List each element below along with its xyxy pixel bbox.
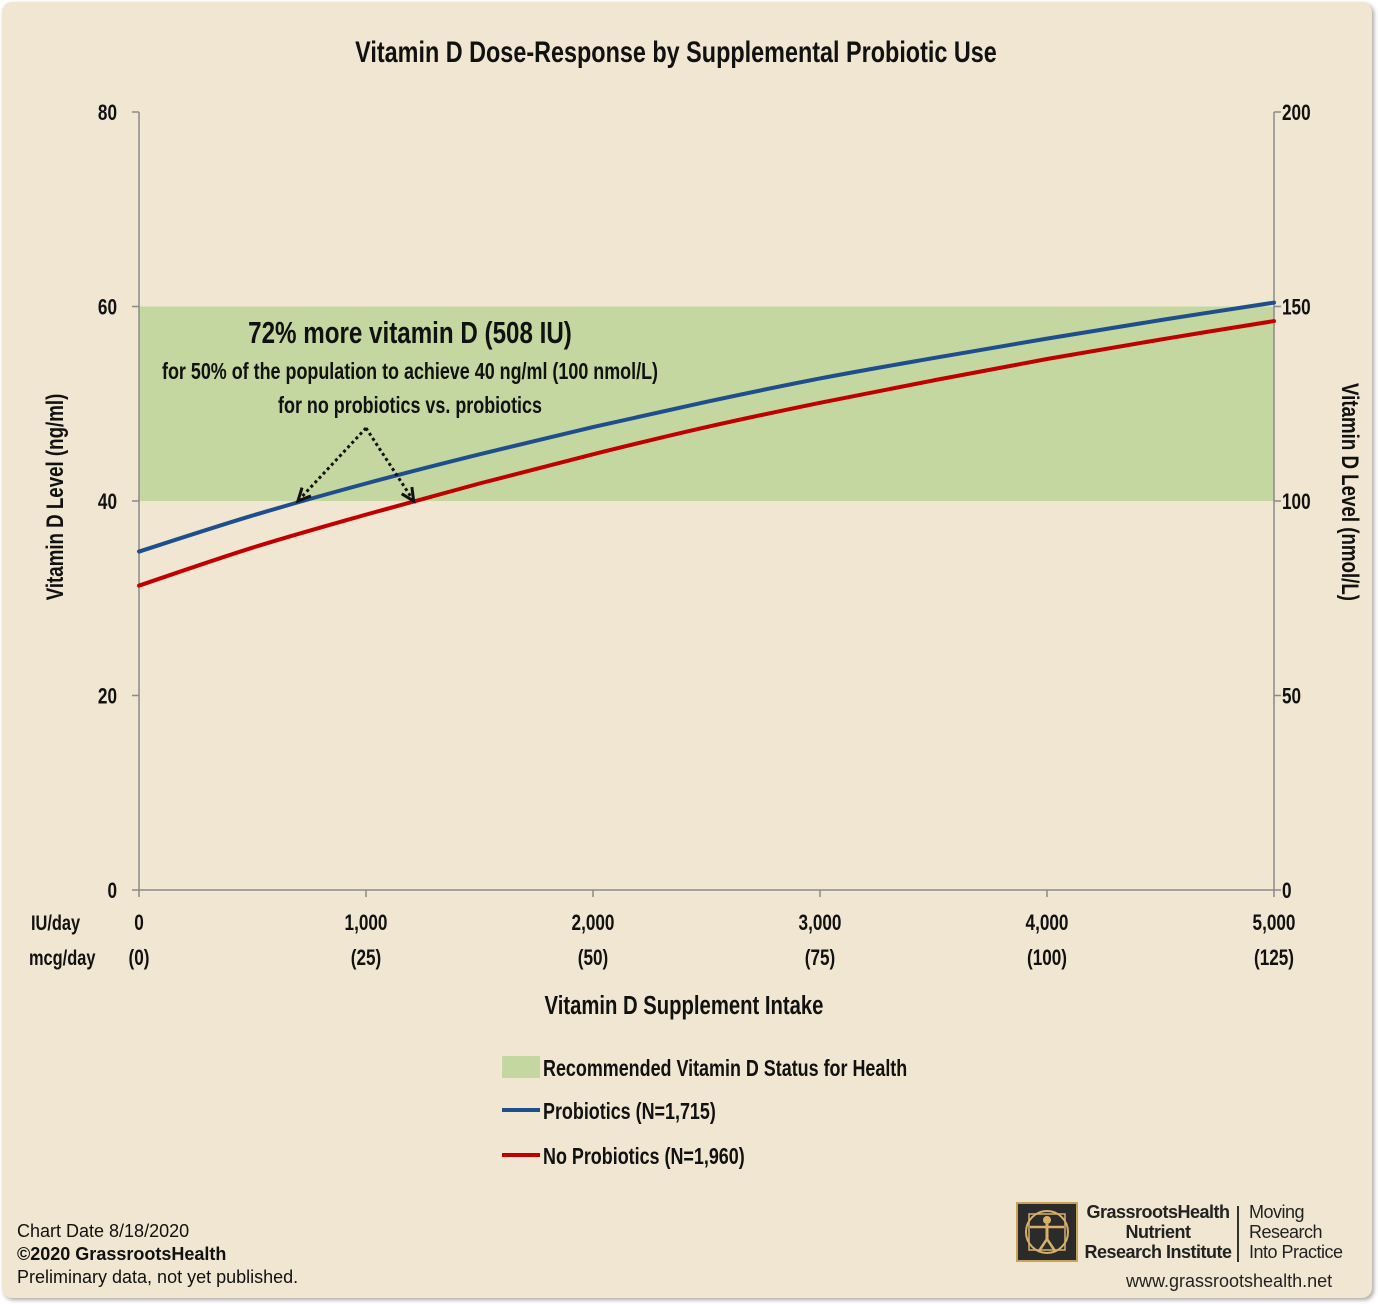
series-line-probiotics xyxy=(137,300,1276,554)
x-tick-label-mcg: (25) xyxy=(351,946,382,971)
x-tick-label-mcg: (100) xyxy=(1027,946,1067,971)
logo-name-line2: Nutrient xyxy=(1125,1222,1192,1242)
legend-label-probiotics: Probiotics (N=1,715) xyxy=(543,1099,716,1125)
x-row-label-mcg: mcg/day xyxy=(29,946,96,969)
chart-title: Vitamin D Dose-Response by Supplemental … xyxy=(355,35,997,68)
y2-tick-label: 0 xyxy=(1282,879,1292,904)
series-line-no-probiotics xyxy=(137,319,1276,588)
annotation-arrow xyxy=(296,427,368,503)
logo-name: GrassrootsHealth Nutrient Research Insti… xyxy=(1084,1202,1232,1262)
preliminary-note: Preliminary data, not yet published. xyxy=(17,1267,299,1287)
x-tick-label-iu: 3,000 xyxy=(799,911,842,936)
y-tick-label: 80 xyxy=(98,101,117,126)
x-tick-label-mcg: (75) xyxy=(805,946,836,971)
logo-tagline-line1: Moving xyxy=(1249,1202,1305,1222)
y2-axis-title: Vitamin D Level (nmol/L) xyxy=(1336,383,1363,601)
x-tick-label-iu: 2,000 xyxy=(572,911,615,936)
vitruvian-logo-icon xyxy=(1016,1202,1078,1262)
x-tick-label-iu: 5,000 xyxy=(1253,911,1296,936)
grassrootshealth-logo: GrassrootsHealth Nutrient Research Insti… xyxy=(1016,1202,1356,1292)
y2-tick-label: 200 xyxy=(1282,101,1311,126)
logo-name-line3: Research Institute xyxy=(1084,1242,1232,1262)
x-row-label-iu: IU/day xyxy=(31,911,81,934)
y2-tick-label: 50 xyxy=(1282,685,1301,710)
logo-tagline: Moving Research Into Practice xyxy=(1249,1202,1343,1262)
y-tick-label: 20 xyxy=(98,685,117,710)
x-tick-label-iu: 1,000 xyxy=(345,911,388,936)
logo-name-line1: GrassrootsHealth xyxy=(1086,1202,1230,1222)
x-axis-title: Vitamin D Supplement Intake xyxy=(545,991,824,1020)
legend-swatch-band xyxy=(502,1056,540,1078)
logo-tagline-line3: Into Practice xyxy=(1249,1242,1343,1262)
copyright: ©2020 GrassrootsHealth xyxy=(17,1244,227,1264)
y2-tick-label: 150 xyxy=(1282,296,1311,321)
legend-label-band: Recommended Vitamin D Status for Health xyxy=(543,1056,907,1082)
x-tick-label-iu: 4,000 xyxy=(1026,911,1069,936)
y-tick-label: 60 xyxy=(98,296,117,321)
website-link[interactable]: www.grassrootshealth.net xyxy=(1126,1271,1333,1291)
x-tick-label-mcg: (50) xyxy=(578,946,609,971)
annotation-headline: 72% more vitamin D (508 IU) xyxy=(248,315,572,350)
y2-tick-label: 100 xyxy=(1282,490,1311,515)
annotation-arrow xyxy=(364,427,415,502)
logo-tagline-line2: Research xyxy=(1249,1222,1323,1242)
annotation-arrowhead xyxy=(400,486,416,504)
logo-divider xyxy=(1237,1206,1239,1262)
annotation-line1: for 50% of the population to achieve 40 … xyxy=(162,359,658,385)
annotation-arrowhead xyxy=(295,487,312,504)
footer-notes: Chart Date 8/18/2020 ©2020 GrassrootsHea… xyxy=(17,1220,298,1289)
legend-label-no-probiotics: No Probiotics (N=1,960) xyxy=(543,1144,745,1170)
y-tick-label: 40 xyxy=(98,490,117,515)
y-axis-title: Vitamin D Level (ng/ml) xyxy=(42,394,69,601)
y-tick-label: 0 xyxy=(107,879,117,904)
x-tick-label-mcg: (0) xyxy=(129,946,150,971)
chart-date: Chart Date 8/18/2020 xyxy=(17,1221,190,1241)
annotation-line2: for no probiotics vs. probiotics xyxy=(278,393,542,419)
x-tick-label-iu: 0 xyxy=(134,911,144,936)
x-tick-label-mcg: (125) xyxy=(1254,946,1294,971)
